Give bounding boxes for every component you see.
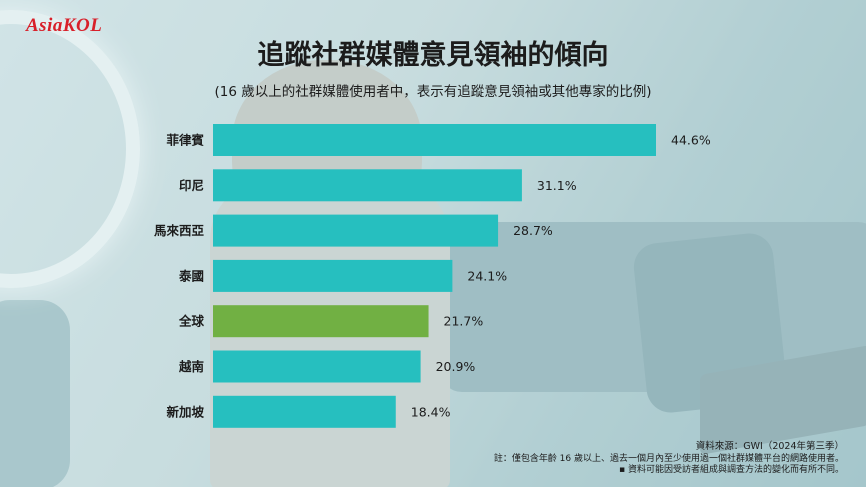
bar-5 [213,350,421,383]
category-label: 印尼 [179,178,204,193]
source-note: 資料來源：GWI（2024年第三季） [695,441,844,452]
bar-2 [213,214,499,247]
background-sofa-left [0,300,70,487]
bar-1 [213,169,522,202]
category-label: 泰國 [178,268,204,283]
value-label: 44.6% [671,133,711,148]
category-label: 越南 [178,359,205,374]
value-label: 31.1% [537,178,577,193]
footnote-1: 註：僅包含年齡 16 歲以上、過去一個月內至少使用過一個社群媒體平台的網路使用者… [493,454,844,464]
brand-logo: AsiaKOL [26,15,103,36]
value-label: 21.7% [444,314,484,329]
category-label: 馬來西亞 [154,223,205,238]
bar-0 [213,124,656,156]
category-label: 新加坡 [166,404,204,419]
chart-subtitle: (16 歲以上的社群媒體使用者中，表示有追蹤意見領袖或其他專家的比例) [214,84,652,100]
bar-6 [213,395,396,428]
value-label: 20.9% [436,359,476,374]
category-label: 菲律賓 [166,133,204,148]
value-label: 18.4% [411,404,451,419]
bar-4 [213,305,429,338]
chart-title: 追蹤社群媒體意見領袖的傾向 [257,40,609,71]
bar-3 [213,259,453,292]
value-label: 28.7% [513,223,553,238]
value-label: 24.1% [467,268,507,283]
category-label: 全球 [178,314,205,329]
footnote-2: ▪ 資料可能因受訪者組成與調查方法的變化而有所不同。 [619,465,844,475]
